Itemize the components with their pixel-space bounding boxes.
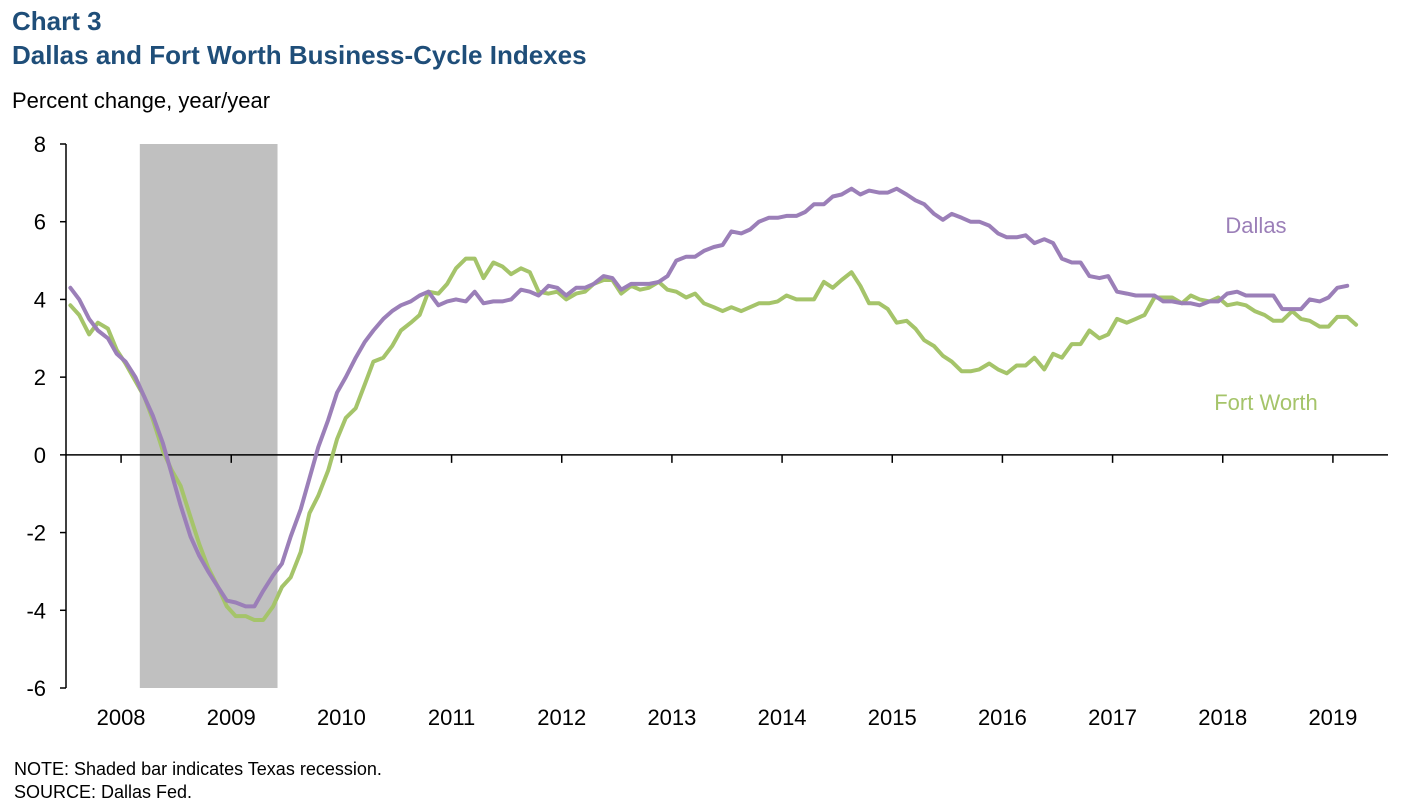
chart-title: Dallas and Fort Worth Business-Cycle Ind… <box>12 40 587 70</box>
x-tick-label: 2011 <box>428 705 475 730</box>
x-tick-label: 2012 <box>537 705 586 730</box>
y-tick-label: -6 <box>26 676 46 701</box>
y-axis-unit-label: Percent change, year/year <box>12 88 271 113</box>
y-tick-labels: 8 6 4 2 0 -2 -4 -6 <box>26 132 46 701</box>
y-tick-label: -2 <box>26 521 46 546</box>
axes <box>60 143 1388 689</box>
x-tick-label: 2009 <box>207 705 256 730</box>
x-tick-label: 2019 <box>1308 705 1357 730</box>
y-tick-label: -4 <box>26 598 46 623</box>
series-line-dallas <box>68 186 1350 609</box>
y-tick-label: 4 <box>34 287 46 312</box>
x-tick-label: 2015 <box>868 705 917 730</box>
recession-shading-layer <box>139 144 278 688</box>
x-tick-label: 2014 <box>758 705 807 730</box>
x-tick-labels: 2008 2009 2010 2011 2012 2013 2014 2015 2016 2017… <box>97 705 1358 730</box>
recession-bar-0 <box>139 144 278 688</box>
chart-source: SOURCE: Dallas Fed. <box>14 782 193 802</box>
y-tick-label: 8 <box>34 132 46 157</box>
y-tick-label: 6 <box>34 210 46 235</box>
series-line-fort-worth <box>68 256 1359 622</box>
chart-number: Chart 3 <box>12 6 102 36</box>
chart-note: NOTE: Shaded bar indicates Texas recessi… <box>14 759 382 779</box>
series-lines <box>68 186 1359 622</box>
series-label-fort-worth: Fort Worth <box>1214 390 1318 415</box>
series-label-dallas: Dallas <box>1225 213 1286 238</box>
x-tick-label: 2010 <box>317 705 366 730</box>
x-tick-label: 2013 <box>647 705 696 730</box>
y-tick-label: 0 <box>34 443 46 468</box>
x-tick-label: 2018 <box>1198 705 1247 730</box>
y-tick-label: 2 <box>34 365 46 390</box>
x-tick-label: 2016 <box>978 705 1027 730</box>
series-labels: Dallas Fort Worth <box>1214 213 1318 415</box>
x-tick-label: 2008 <box>97 705 146 730</box>
x-tick-label: 2017 <box>1088 705 1137 730</box>
